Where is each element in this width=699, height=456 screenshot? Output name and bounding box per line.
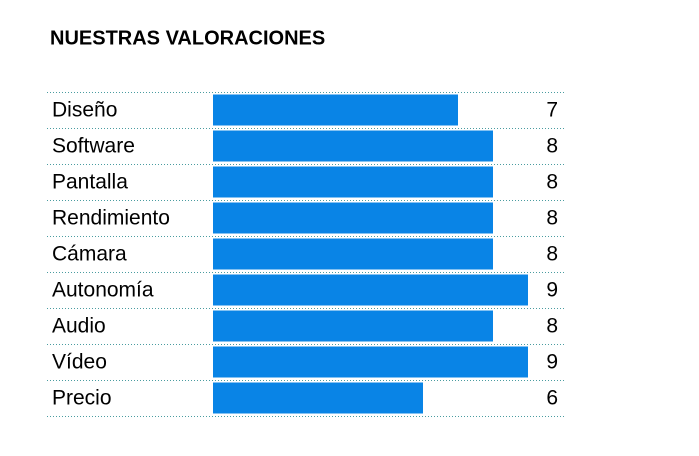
value-label: 8 (546, 243, 558, 266)
bar (213, 238, 493, 270)
bar (213, 346, 528, 378)
category-label: Precio (52, 387, 112, 410)
value-label: 9 (546, 279, 558, 302)
category-label: Pantalla (52, 171, 128, 194)
category-label: Diseño (52, 99, 117, 122)
value-label: 8 (546, 171, 558, 194)
bar (213, 310, 493, 342)
value-label: 6 (546, 387, 558, 410)
bar (213, 166, 493, 198)
bar (213, 202, 493, 234)
bar (213, 382, 423, 414)
value-label: 8 (546, 207, 558, 230)
category-label: Cámara (52, 243, 127, 266)
value-label: 8 (546, 315, 558, 338)
category-label: Rendimiento (52, 207, 170, 230)
category-label: Vídeo (52, 351, 107, 374)
value-label: 7 (546, 99, 558, 122)
value-label: 8 (546, 135, 558, 158)
bar (213, 94, 458, 126)
value-label: 9 (546, 351, 558, 374)
bar (213, 274, 528, 306)
category-label: Software (52, 135, 135, 158)
category-label: Audio (52, 315, 106, 338)
chart-title: NUESTRAS VALORACIONES (50, 27, 325, 49)
category-label: Autonomía (52, 279, 154, 302)
bar (213, 130, 493, 162)
